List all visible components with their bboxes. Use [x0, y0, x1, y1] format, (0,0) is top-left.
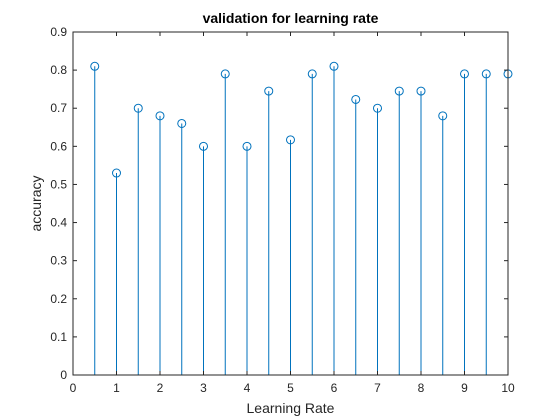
y-tick-label: 0.4 — [50, 216, 67, 230]
stem-marker — [351, 94, 361, 104]
y-tick-label: 0.6 — [50, 139, 67, 153]
stem-marker — [286, 135, 295, 145]
x-tick-label: 3 — [200, 381, 207, 395]
stem-marker — [373, 103, 382, 113]
stem-marker — [329, 61, 339, 71]
y-tick-label: 0.1 — [50, 330, 67, 344]
x-tick-label: 8 — [418, 381, 425, 395]
stem-marker — [177, 118, 187, 128]
x-tick-label: 7 — [374, 381, 381, 395]
stem-marker — [481, 69, 491, 79]
stem-marker — [394, 86, 404, 96]
stem-marker — [438, 111, 448, 121]
stem-marker — [264, 86, 274, 96]
x-tick-label: 9 — [461, 381, 468, 395]
y-axis-label: accuracy — [28, 175, 44, 231]
x-tick-label: 4 — [244, 381, 251, 395]
y-tick-label: 0.7 — [50, 101, 67, 115]
x-tick-label: 6 — [331, 381, 338, 395]
y-tick-label: 0.3 — [50, 254, 67, 268]
y-tick-label: 0.2 — [50, 292, 67, 306]
stem-marker — [220, 69, 230, 79]
stem-marker — [112, 168, 121, 178]
stem-marker — [242, 141, 252, 151]
chart-title: validation for learning rate — [203, 10, 379, 26]
y-tick-label: 0 — [60, 368, 67, 382]
stem-marker — [90, 61, 100, 71]
stem-marker — [460, 69, 469, 79]
y-tick-label: 0.9 — [50, 25, 67, 39]
stem-marker — [133, 103, 143, 113]
x-axis-ticks: 0 1 2 3 4 5 6 7 8 9 10 — [70, 32, 515, 395]
x-axis-label: Learning Rate — [247, 400, 335, 416]
y-tick-label: 0.8 — [50, 63, 67, 77]
x-tick-label: 0 — [70, 381, 77, 395]
y-axis-ticks: 0 0.1 0.2 0.3 0.4 0.5 0.6 0.7 0.8 0.9 — [50, 25, 508, 382]
x-tick-label: 5 — [287, 381, 294, 395]
x-tick-label: 10 — [501, 381, 515, 395]
stem-marker — [307, 69, 317, 79]
y-tick-label: 0.5 — [50, 177, 67, 191]
stem-marker — [416, 86, 426, 96]
x-tick-label: 1 — [113, 381, 120, 395]
stem-marker — [155, 111, 165, 121]
x-tick-label: 2 — [157, 381, 164, 395]
stem-marker — [199, 141, 208, 151]
stem-markers-group — [90, 61, 513, 178]
